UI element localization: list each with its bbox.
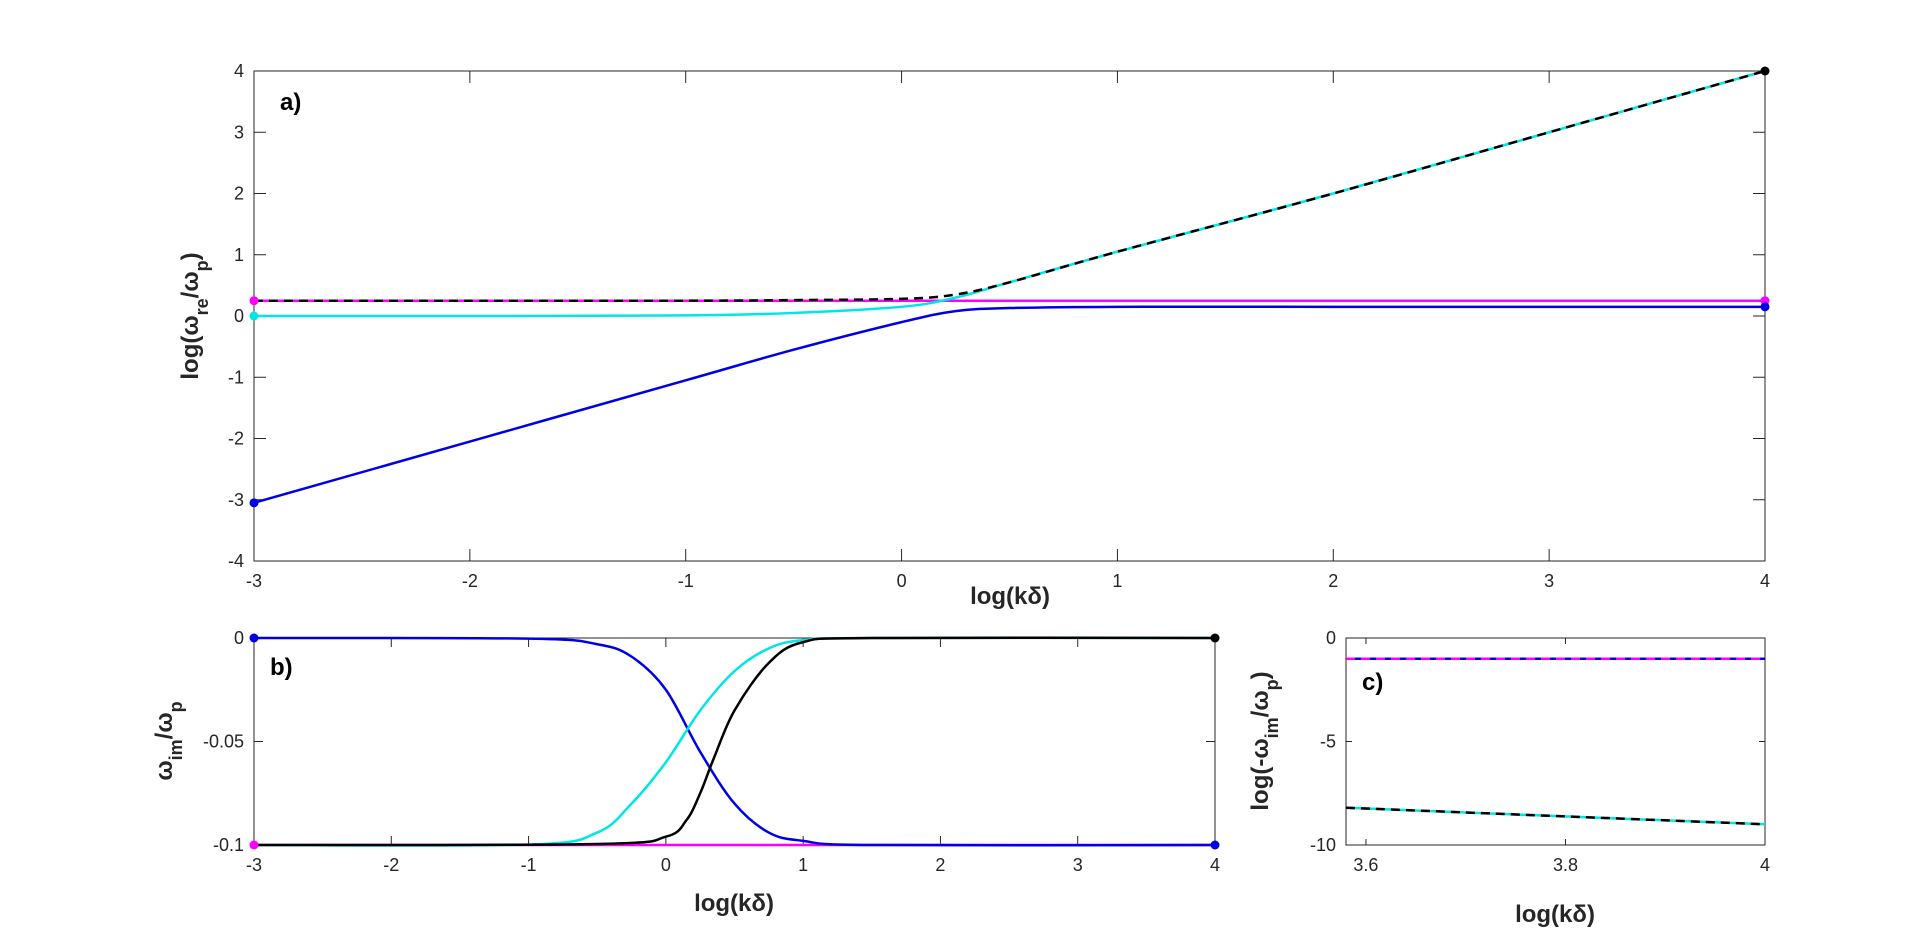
x-tick-label: -1	[678, 571, 694, 591]
panel-a-markers	[249, 66, 1770, 508]
panel-c-series	[1345, 657, 1766, 826]
panel-b-ticks: -3 -2 -1 0 1 2 3 4 -0.1 -0.05 0	[203, 628, 1220, 875]
panel-a-series-line-1	[253, 305, 1765, 505]
y-tick-label: -2	[228, 429, 244, 449]
y-tick-label: -5	[1320, 732, 1336, 752]
x-tick-label: 3	[1544, 571, 1554, 591]
y-tick-label: 3	[234, 122, 244, 142]
x-tick-label: 0	[661, 855, 671, 875]
x-tick-label: -3	[246, 855, 262, 875]
y-tick-label: -3	[228, 490, 244, 510]
panel-a-series-line-3	[254, 69, 1766, 302]
x-tick-label: -1	[521, 855, 537, 875]
panel-b-endpoint-marker-1	[249, 840, 259, 850]
panel-b-endpoint-marker-0	[249, 633, 259, 643]
panel-c-axes-box	[1345, 637, 1766, 846]
y-tick-label: -4	[228, 551, 244, 571]
panel-b-chart: -3 -2 -1 0 1 2 3 4 -0.1 -0.05 0 b) log(kδ) ωim/ωp	[151, 628, 1220, 917]
panel-b-axes-box	[253, 637, 1216, 846]
x-tick-label: 4	[1760, 571, 1770, 591]
panel-a-series	[253, 69, 1766, 505]
y-tick-label: 0	[234, 628, 244, 648]
x-tick-label: -2	[462, 571, 478, 591]
panel-b-label: b)	[270, 654, 293, 681]
panel-b-series-line-2	[253, 636, 1216, 847]
y-tick-label: -10	[1310, 835, 1336, 855]
panel-a-endpoint-marker-1	[249, 311, 259, 321]
x-tick-label: 1	[798, 855, 808, 875]
x-tick-label: 3.6	[1353, 855, 1378, 875]
x-tick-label: 0	[897, 571, 907, 591]
panel-b-endpoint-marker-2	[1210, 633, 1220, 643]
panel-b-markers	[249, 633, 1220, 850]
x-tick-label: 2	[1328, 571, 1338, 591]
panel-a-endpoint-marker-3	[1760, 66, 1770, 76]
panel-c-chart: 3.6 3.8 4 -10 -5 0 c) log(kδ) log(-ωim/ωp)	[1247, 628, 1770, 928]
y-tick-label: 1	[234, 245, 244, 265]
y-tick-label: 0	[234, 306, 244, 326]
y-tick-label: -0.05	[203, 732, 244, 752]
panel-c-ticks: 3.6 3.8 4 -10 -5 0	[1310, 628, 1770, 875]
panel-a-label: a)	[280, 89, 301, 116]
panel-b-x-axis-label: log(kδ)	[694, 890, 774, 917]
panel-b-series	[253, 636, 1216, 847]
x-tick-label: -2	[383, 855, 399, 875]
panel-b-series-line-1	[253, 636, 1216, 847]
x-tick-label: 1	[1112, 571, 1122, 591]
panel-c-series-line-3	[1345, 806, 1766, 826]
y-tick-label: 4	[234, 61, 244, 81]
panel-a-x-axis-label: log(kδ)	[970, 583, 1050, 610]
x-tick-label: 3	[1073, 855, 1083, 875]
panel-b-y-axis-label: ωim/ωp	[151, 701, 186, 780]
panel-a-series-line-2	[253, 69, 1766, 318]
panel-b-endpoint-marker-3	[1210, 840, 1220, 850]
panel-a-y-axis-label: log(ωre/ωp)	[177, 252, 212, 379]
x-tick-label: 2	[935, 855, 945, 875]
panel-b-series-line-3	[253, 636, 1216, 847]
y-tick-label: 2	[234, 184, 244, 204]
y-tick-label: -0.1	[213, 835, 244, 855]
panel-a-endpoint-marker-5	[1760, 302, 1770, 312]
panel-c-x-axis-label: log(kδ)	[1515, 901, 1595, 928]
x-tick-label: 4	[1210, 855, 1220, 875]
x-tick-label: 3.8	[1553, 855, 1578, 875]
y-tick-label: 0	[1326, 628, 1336, 648]
panel-a-endpoint-marker-2	[249, 498, 259, 508]
panel-c-label: c)	[1362, 669, 1383, 696]
panel-c-y-axis-label: log(-ωim/ωp)	[1247, 671, 1282, 810]
x-tick-label: 4	[1760, 855, 1770, 875]
y-tick-label: -1	[228, 367, 244, 387]
x-tick-label: -3	[246, 571, 262, 591]
panel-a-endpoint-marker-0	[249, 296, 259, 306]
